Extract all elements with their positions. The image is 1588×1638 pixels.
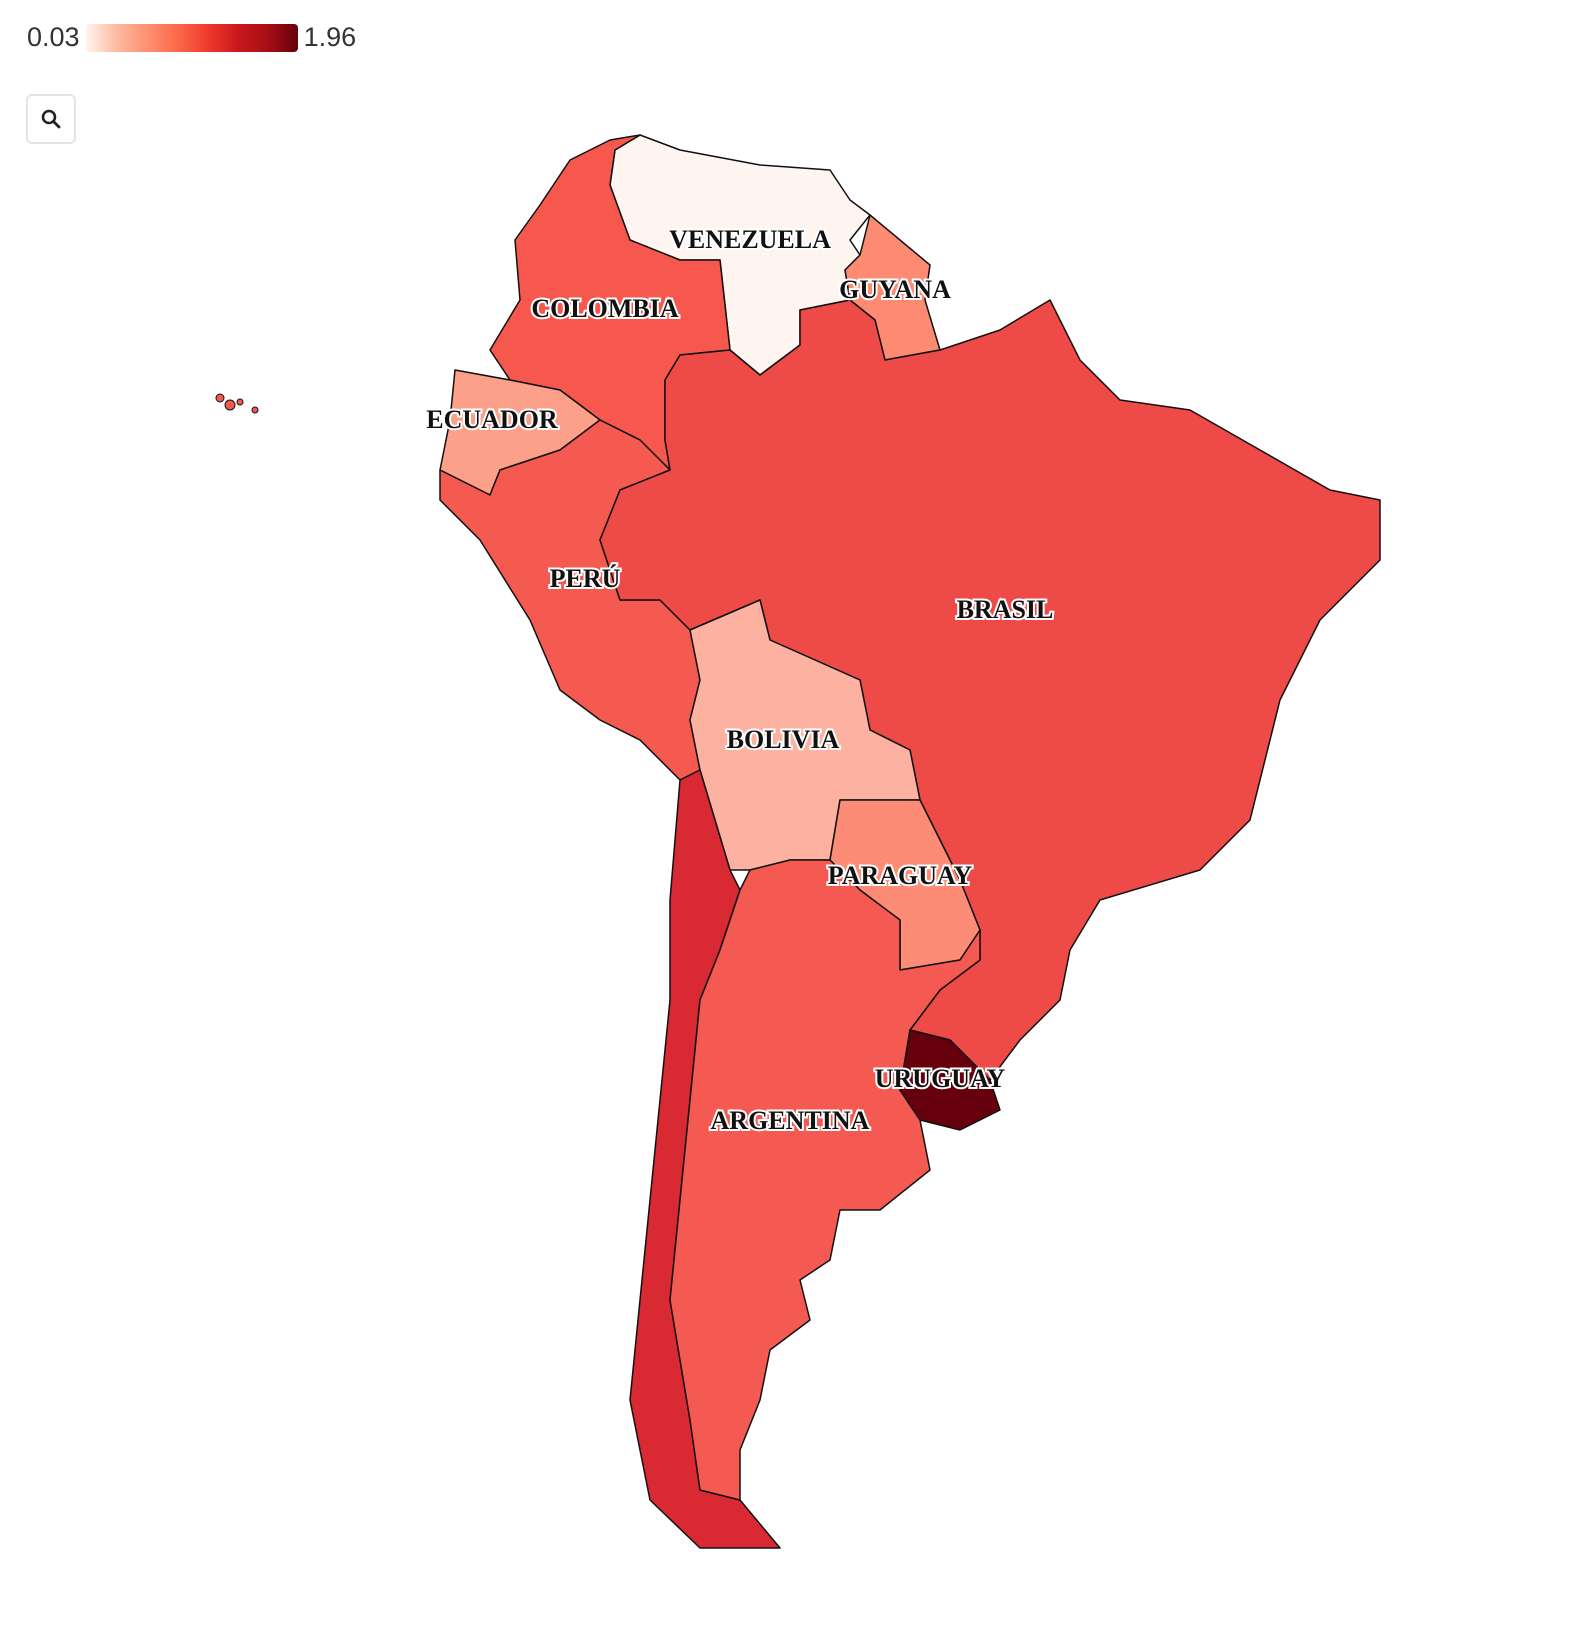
country-label-argentina: ARGENTINA: [711, 1106, 870, 1135]
legend-colorbar: [85, 23, 298, 52]
country-label-brasil: BRASIL: [957, 595, 1054, 624]
country-label-peru: PERÚ: [550, 564, 621, 593]
country-uruguay[interactable]: [899, 1029, 1001, 1131]
legend-min-label: 0.03: [27, 22, 80, 52]
country-argentina[interactable]: [669, 859, 981, 1501]
country-label-guyana: GUYANA: [839, 275, 951, 304]
search-icon: [41, 109, 61, 129]
zoom-button[interactable]: [26, 94, 76, 144]
country-label-ecuador: ECUADOR: [426, 405, 558, 434]
country-label-uruguay: URUGUAY: [875, 1064, 1006, 1093]
galapagos-islands: [215, 393, 259, 414]
country-label-paraguay: PARAGUAY: [828, 861, 973, 890]
color-legend: 0.03 1.96: [27, 22, 356, 53]
legend-max-label: 1.96: [303, 22, 357, 52]
country-label-colombia: COLOMBIA: [531, 294, 679, 323]
country-label-bolivia: BOLIVIA: [727, 725, 840, 754]
country-label-venezuela: VENEZUELA: [669, 225, 831, 254]
